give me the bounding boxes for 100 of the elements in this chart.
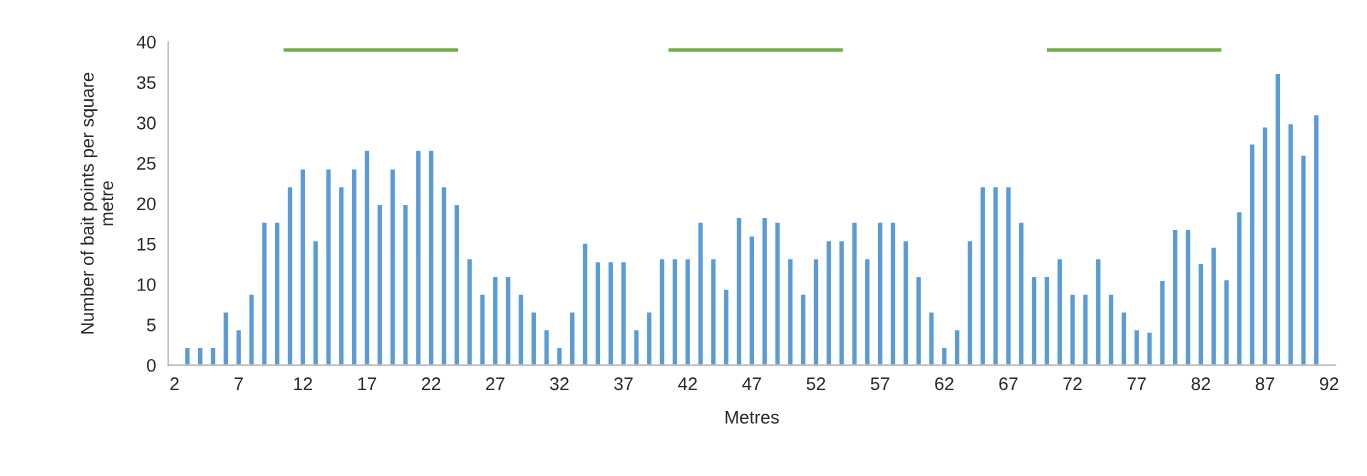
x-tick-label: 17 xyxy=(358,377,377,390)
bar xyxy=(504,275,512,366)
bar xyxy=(376,203,384,366)
bar xyxy=(235,328,243,366)
bar xyxy=(1299,154,1308,366)
bar xyxy=(1171,228,1179,366)
bar xyxy=(671,257,679,366)
x-tick-label: 52 xyxy=(806,377,826,391)
bar xyxy=(286,185,294,366)
y-tick-label: 10 xyxy=(137,278,156,292)
bar xyxy=(619,260,628,366)
bar xyxy=(850,221,859,366)
bar xyxy=(748,235,756,366)
bar xyxy=(812,257,820,366)
bar xyxy=(1248,143,1256,366)
x-tick-label: 32 xyxy=(550,377,569,391)
bar xyxy=(1056,257,1064,366)
bar xyxy=(632,328,640,366)
y-axis-title: Number of bait points per square metre xyxy=(80,72,114,334)
bar xyxy=(658,257,666,366)
x-tick-label: 67 xyxy=(999,377,1018,391)
x-tick-label: 2 xyxy=(170,377,179,390)
x-tick-label: 82 xyxy=(1191,377,1210,391)
x-tick-label: 77 xyxy=(1127,377,1146,390)
bar xyxy=(825,239,833,366)
bar xyxy=(773,221,782,366)
bar xyxy=(1068,293,1077,366)
bar xyxy=(1094,257,1102,366)
x-tick-label: 27 xyxy=(486,377,505,390)
y-tick-label: 30 xyxy=(136,116,156,130)
y-tick-label: 20 xyxy=(137,197,156,211)
bar xyxy=(543,328,551,366)
bar xyxy=(607,260,615,366)
bar xyxy=(761,216,769,366)
bar xyxy=(478,293,487,366)
bar xyxy=(1145,331,1154,366)
bar xyxy=(1184,228,1192,366)
bar xyxy=(953,328,961,366)
bar xyxy=(902,239,910,366)
bar xyxy=(273,221,281,366)
bar xyxy=(1107,293,1115,366)
bar xyxy=(517,293,525,366)
bar xyxy=(889,221,897,366)
bar xyxy=(709,257,717,366)
bar xyxy=(568,311,576,366)
bar xyxy=(1312,113,1320,366)
bar xyxy=(1235,210,1243,366)
x-tick-label: 37 xyxy=(614,377,633,391)
bar xyxy=(1222,278,1231,366)
x-tick-label: 47 xyxy=(742,377,761,390)
bar xyxy=(722,288,730,366)
bar xyxy=(260,221,268,366)
bar xyxy=(645,311,653,366)
bar xyxy=(581,242,589,366)
bar xyxy=(299,168,307,366)
bar xyxy=(1120,311,1128,366)
bar xyxy=(312,239,320,366)
x-tick-label: 12 xyxy=(294,377,312,390)
x-tick-label: 57 xyxy=(870,377,890,391)
bar xyxy=(876,221,884,366)
bar xyxy=(414,149,422,366)
bar xyxy=(1081,293,1089,366)
bar xyxy=(940,346,948,366)
bar xyxy=(440,185,448,366)
bar xyxy=(1004,185,1013,366)
bar xyxy=(1043,275,1051,366)
bar xyxy=(209,346,217,366)
bar xyxy=(350,168,358,366)
bar xyxy=(915,275,923,366)
bar xyxy=(684,257,692,366)
x-tick-label: 7 xyxy=(234,377,243,390)
bar xyxy=(183,346,191,366)
x-tick-label: 72 xyxy=(1063,377,1082,390)
bar xyxy=(324,168,333,366)
bar xyxy=(1158,279,1166,366)
bar xyxy=(1287,122,1295,366)
bar xyxy=(1030,275,1038,366)
bar xyxy=(196,346,204,366)
bar xyxy=(247,293,256,366)
bar xyxy=(1133,328,1141,366)
y-tick-label: 35 xyxy=(136,76,156,90)
bar xyxy=(555,346,563,366)
bar xyxy=(1197,262,1205,366)
x-axis-title: Metres xyxy=(725,411,779,424)
bar xyxy=(786,257,794,366)
bar xyxy=(979,185,987,366)
bar xyxy=(1274,72,1282,366)
y-tick-label: 15 xyxy=(137,238,156,251)
bar xyxy=(1261,126,1269,366)
y-tick-label: 5 xyxy=(147,318,156,332)
y-tick-label: 40 xyxy=(136,35,156,49)
bar xyxy=(491,275,499,366)
bar xyxy=(696,221,705,366)
bar xyxy=(530,311,538,366)
bar xyxy=(222,311,230,366)
x-tick-label: 62 xyxy=(935,377,954,391)
x-tick-label: 22 xyxy=(422,377,441,390)
y-tick-label: 25 xyxy=(137,157,156,170)
y-tick-label: 0 xyxy=(147,359,156,372)
bar xyxy=(363,149,371,366)
